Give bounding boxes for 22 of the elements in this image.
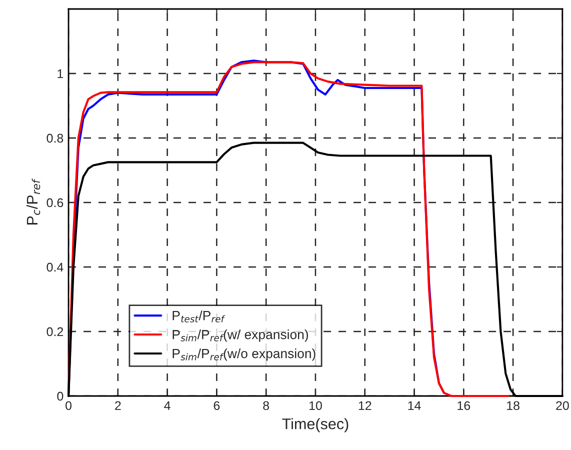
y-tick-label: 0.4 [46, 262, 64, 272]
legend-label: P$_{sim}$/P$_{ref}$(w/o expansion) [172, 348, 316, 361]
y-tick-label: 0.6 [46, 198, 64, 208]
x-tick-label: 4 [164, 401, 170, 410]
x-tick-label: 20 [556, 401, 569, 410]
y-tick-label: 0.2 [46, 327, 64, 336]
y-tick-label: 1 [58, 69, 64, 78]
x-tick-label: 10 [309, 401, 322, 410]
y-tick-label: 0 [57, 392, 64, 401]
x-tick-label: 16 [458, 401, 470, 410]
legend-label: P$_{sim}$/P$_{ref}$(w/ expansion) [172, 330, 308, 342]
x-tick-label: 0 [66, 401, 72, 410]
y-tick-label: 0.8 [46, 134, 64, 143]
x-tick-label: 14 [408, 401, 421, 410]
x-axis-title: Time(sec) [282, 418, 348, 432]
x-tick-label: 18 [507, 401, 520, 410]
x-tick-label: 8 [263, 401, 270, 410]
x-tick-label: 6 [214, 401, 220, 410]
legend-label: P$_{test}$/P$_{ref}$ [172, 310, 226, 322]
x-tick-label: 12 [358, 401, 372, 410]
y-axis-title: P$_{c}$/P$_{ref}$ [26, 178, 40, 224]
x-tick-label: 2 [115, 401, 121, 410]
